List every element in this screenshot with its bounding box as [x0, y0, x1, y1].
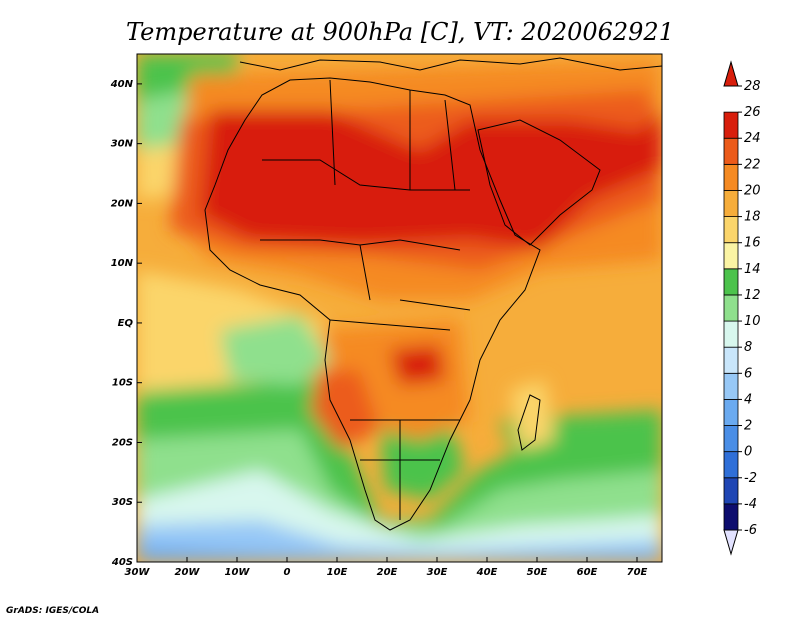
lat-tick-label: 30S — [112, 497, 133, 508]
colorbar-label: 12 — [744, 288, 761, 303]
colorbar-label: 22 — [744, 157, 761, 172]
colorbar-segment — [723, 451, 739, 479]
arabia-coastline — [477, 119, 601, 246]
colorbar-label: 4 — [744, 392, 752, 407]
colorbar-segment — [723, 477, 739, 505]
lon-tick-label: 50E — [527, 567, 548, 578]
colorbar-segment — [723, 190, 739, 217]
colorbar-below-arrow — [723, 529, 739, 556]
colorbar-label: 6 — [744, 366, 752, 381]
lat-tick-label: 10S — [112, 378, 133, 389]
lon-tick-label: 20E — [377, 567, 398, 578]
colorbar-label: -2 — [744, 471, 757, 486]
colorbar-label: 8 — [744, 340, 752, 355]
colorbar-label: 16 — [744, 236, 761, 251]
lon-tick-label: 10E — [327, 567, 348, 578]
latitude-axis: 40N 30N 20N 10N EQ 10S 20S 30S 40S — [110, 79, 142, 568]
namib-redorange — [310, 370, 380, 450]
colorbar-segment — [723, 372, 739, 400]
lat-tick-label: 40N — [110, 79, 134, 90]
lat-tick-label: 20S — [112, 437, 133, 448]
map-title: Temperature at 900hPa [C], VT: 202006292… — [126, 18, 674, 46]
lon-tick-label: 60E — [577, 567, 598, 578]
atlantic-green-patch — [220, 315, 330, 385]
colorbar-label: 24 — [744, 131, 761, 146]
lat-tick-label: 40S — [111, 557, 133, 568]
colorbar-label: 0 — [744, 445, 752, 460]
lat-tick-label: 10N — [111, 258, 134, 269]
lon-tick-label: 30W — [125, 567, 151, 578]
madagascar-yellow — [510, 380, 555, 450]
south-cold-blue — [137, 520, 662, 562]
colorbar-label: 10 — [744, 314, 761, 329]
colorbar-segment — [723, 111, 739, 139]
colorbar-segment — [723, 503, 739, 531]
colorbar-segment — [723, 268, 739, 296]
colorbar-segment — [723, 242, 739, 270]
colorbar-segment — [723, 425, 739, 453]
coastlines — [204, 57, 662, 531]
lat-tick-label: 30N — [111, 139, 134, 150]
colorbar-segment — [723, 399, 739, 426]
colorbar-label: 18 — [744, 210, 761, 225]
lon-tick-label: 0 — [284, 567, 291, 578]
congo-hot-spot — [390, 345, 445, 385]
colorbar-above-arrow — [723, 60, 739, 87]
colorbar-segment — [723, 163, 739, 191]
lon-tick-label: 30E — [427, 567, 448, 578]
lon-tick-label: 10W — [225, 567, 251, 578]
colorbar-label: -4 — [744, 497, 757, 512]
lat-tick-label: EQ — [118, 318, 134, 329]
colorbar-segment — [723, 294, 739, 322]
colorbar-label: 14 — [744, 262, 761, 277]
lon-tick-label: 20W — [175, 567, 201, 578]
sahara-hot-core — [200, 110, 662, 250]
colorbar-segment — [723, 137, 739, 165]
longitude-axis: 30W 20W 10W 0 10E 20E 30E 40E 50E 60E 70E — [125, 557, 648, 578]
colorbar-label: 28 — [744, 79, 761, 94]
borders-north — [262, 79, 470, 191]
colorbar-label: 26 — [744, 105, 761, 120]
colorbar-label: -6 — [744, 523, 757, 538]
map-frame — [136, 53, 663, 563]
lon-tick-label: 40E — [476, 567, 498, 578]
colorbar-label: 20 — [744, 183, 761, 198]
lat-tick-label: 20N — [111, 198, 134, 209]
north-atlantic-pale — [137, 90, 190, 160]
borders-central — [260, 239, 471, 331]
temperature-field — [137, 54, 662, 562]
colorbar-segment — [723, 346, 739, 374]
colorbar-label: 2 — [744, 419, 752, 434]
colorbar-segment — [723, 320, 739, 348]
europe-coastline — [239, 57, 662, 71]
africa-coastline — [204, 77, 541, 531]
grads-credit: GrADS: IGES/COLA — [6, 606, 99, 616]
colorbar-segment — [723, 216, 739, 244]
lon-tick-label: 70E — [627, 567, 648, 578]
borders-south — [350, 419, 460, 520]
madagascar-coastline — [517, 394, 541, 451]
south-colder-blue — [137, 545, 662, 562]
